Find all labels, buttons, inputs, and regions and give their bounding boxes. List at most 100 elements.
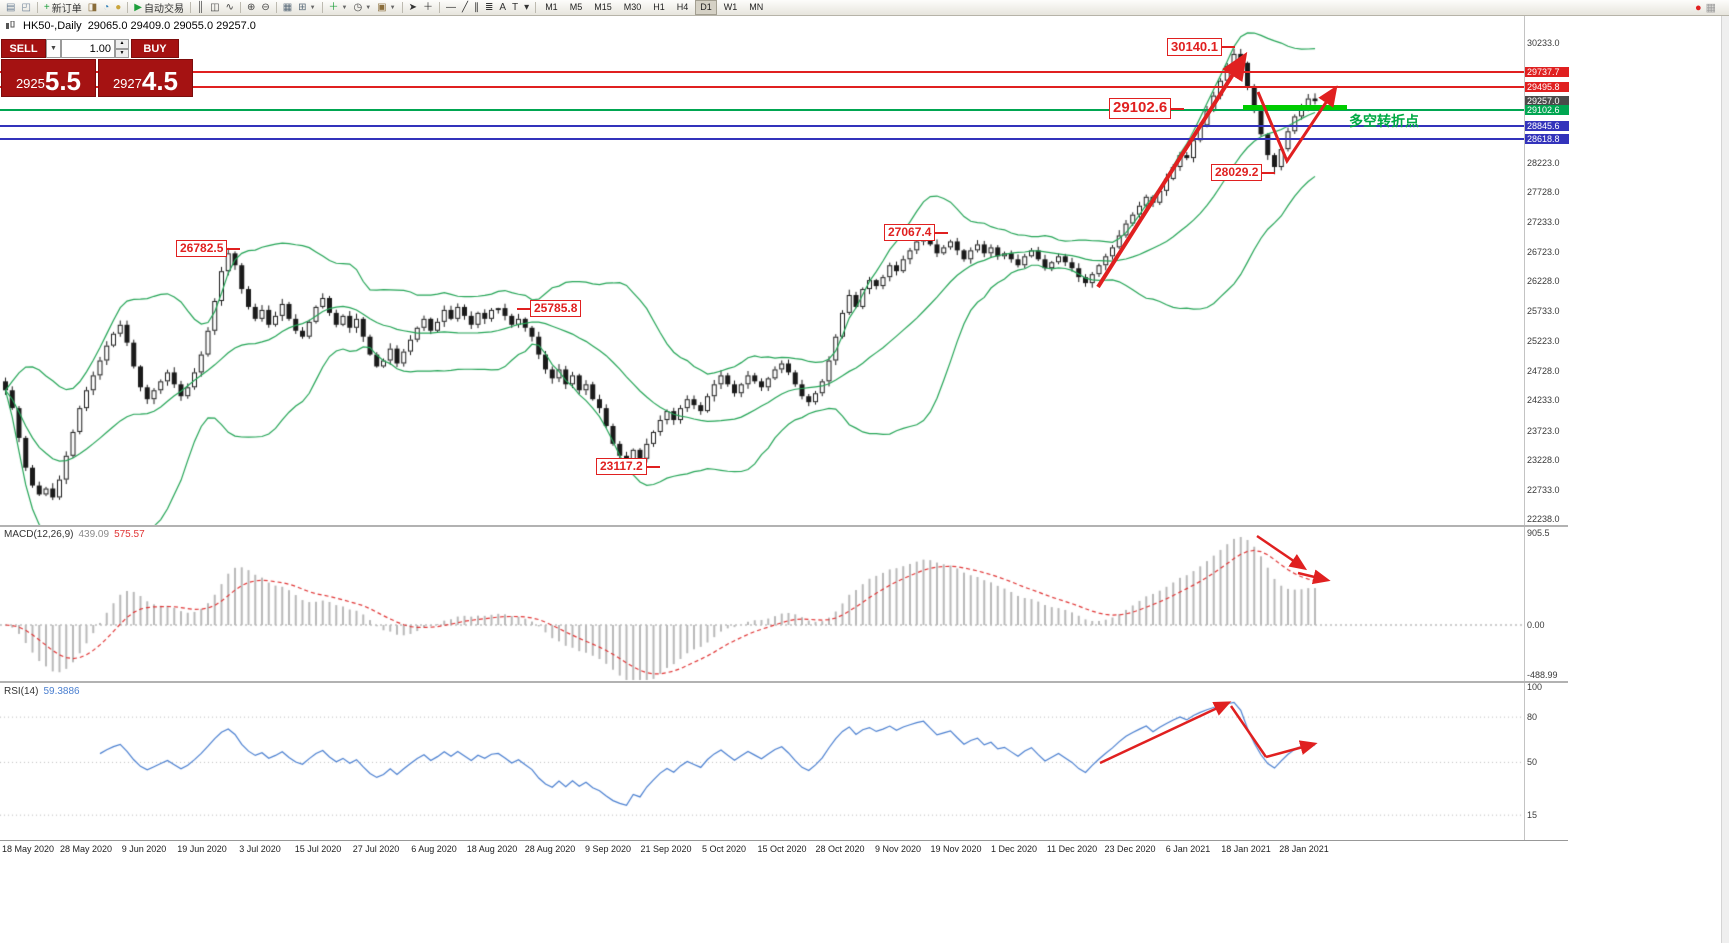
horizontal-line-28618.8[interactable] <box>0 138 1568 141</box>
accounts-icon[interactable]: ● <box>112 1 124 15</box>
time-axis-label: 28 Aug 2020 <box>524 844 576 854</box>
objects-dropdown-icon[interactable]: ▾ <box>521 1 532 15</box>
price-annotation[interactable]: 28029.2 <box>1211 164 1263 181</box>
bar-chart-icon: ║ <box>197 2 205 13</box>
new-order-button: + <box>43 2 50 13</box>
timeframe-m15[interactable]: M15 <box>594 2 612 12</box>
time-axis-label: 11 Dec 2020 <box>1046 844 1098 854</box>
chart-window-icon[interactable]: ▤ <box>3 1 18 15</box>
horizontal-line-29495.8[interactable] <box>0 85 1568 88</box>
chart-shot-icon[interactable]: ◨ <box>85 1 100 15</box>
price-annotation[interactable]: 25785.8 <box>530 300 582 317</box>
support-highlight-segment[interactable] <box>1243 105 1347 110</box>
zoom-in-icon[interactable]: ⊕ <box>244 1 258 15</box>
annotation-pointer <box>1262 171 1275 174</box>
time-axis-label: 27 Jul 2020 <box>352 844 400 854</box>
indicators-icon[interactable]: ＋ ▼ <box>326 1 351 15</box>
timeframe-w1[interactable]: W1 <box>723 2 738 12</box>
timeframe-m1[interactable]: M1 <box>545 2 558 12</box>
trendline-icon: ╱ <box>461 2 468 13</box>
annotation-pointer <box>935 231 948 234</box>
candlestick-chart-icon[interactable]: ◫ <box>207 1 222 15</box>
timeframe-h4[interactable]: H4 <box>676 2 689 12</box>
toolbar-separator <box>438 2 440 13</box>
timeframe-h1[interactable]: H1 <box>653 2 665 12</box>
tile-windows-icon[interactable]: ▦ <box>280 1 295 15</box>
text-icon[interactable]: A <box>496 1 509 15</box>
fibonacci-icon[interactable]: ≣ <box>482 1 496 15</box>
notification-icon[interactable]: ● <box>1694 1 1702 14</box>
sell-price-box[interactable]: 2925 5.5 <box>1 59 96 97</box>
price-axis-label: 23228.0 <box>1527 455 1560 466</box>
text-label-icon[interactable]: T <box>509 1 521 15</box>
time-axis-label: 18 Aug 2020 <box>466 844 518 854</box>
time-axis-label: 18 May 2020 <box>1 844 55 854</box>
crosshair-icon[interactable]: ＋ <box>420 1 436 15</box>
autotrading-button[interactable]: ▶ 自动交易 <box>131 1 187 15</box>
toolbar-separator <box>36 2 38 13</box>
horizontal-line-28845.6[interactable] <box>0 124 1568 127</box>
cursor-icon[interactable]: ➤ <box>406 1 420 15</box>
auto-arrange-icon-dropdown: ▼ <box>309 4 316 11</box>
price-axis-label: 22238.0 <box>1527 514 1560 524</box>
buy-button[interactable]: BUY <box>131 39 179 58</box>
rsi-name: RSI(14) <box>4 686 39 697</box>
timeframe-m5[interactable]: M5 <box>569 2 583 12</box>
zoom-box-icon[interactable]: ◰ <box>18 1 33 15</box>
time-axis-label: 9 Nov 2020 <box>874 844 922 854</box>
price-annotation[interactable]: 30140.1 <box>1167 38 1222 57</box>
price-axis-label: 29257.0 <box>1525 96 1569 107</box>
horizontal-line-29737.7[interactable] <box>0 71 1568 74</box>
macd-histogram-value: 439.09 <box>78 529 110 540</box>
auto-arrange-icon[interactable]: ⊞ ▼ <box>295 1 318 15</box>
buy-price-box[interactable]: 2927 4.5 <box>98 59 193 97</box>
templates-icon-dropdown: ▼ <box>389 4 396 11</box>
price-axis-label: 24728.0 <box>1527 365 1560 376</box>
chart-shot-icon: ◨ <box>87 2 98 13</box>
timeframe-m30[interactable]: M30 <box>623 2 642 12</box>
horizontal-line-icon[interactable]: — <box>443 1 459 15</box>
turning-point-label: 多空转折点 <box>1349 113 1419 129</box>
price-annotation[interactable]: 27067.4 <box>884 224 936 241</box>
new-order-button[interactable]: + 新订单 <box>41 1 85 15</box>
lot-increase-button[interactable]: ▲ <box>115 39 129 49</box>
price-annotation[interactable]: 29102.6 <box>1109 98 1172 119</box>
crosshair-icon: ＋ <box>422 2 433 13</box>
text-label-icon: T <box>512 2 519 13</box>
macd-pane-splitter[interactable] <box>0 525 1568 527</box>
horizontal-line-29102.6[interactable] <box>0 109 1568 112</box>
templates-icon[interactable]: ▣ ▼ <box>374 1 398 15</box>
time-axis-label: 19 Jun 2020 <box>177 844 227 854</box>
macd-name: MACD(12,26,9) <box>4 529 74 540</box>
zoom-out-icon[interactable]: ⊖ <box>258 1 272 15</box>
zoom-out-icon: ⊖ <box>261 2 270 13</box>
trendline-icon[interactable]: ╱ <box>459 1 471 15</box>
autotrading-button-label: 自动交易 <box>144 4 184 15</box>
time-axis-label: 3 Jul 2020 <box>239 844 281 854</box>
lot-size-input[interactable] <box>61 39 115 58</box>
price-annotation[interactable]: 23117.2 <box>596 458 647 475</box>
line-chart-icon[interactable]: ∿ <box>223 1 237 15</box>
bar-chart-icon[interactable]: ║ <box>194 1 207 15</box>
equidistant-channel-icon: ∥ <box>473 2 479 13</box>
price-axis-label: 30233.0 <box>1527 38 1560 48</box>
lot-spinner: ▲ ▼ <box>115 39 129 58</box>
rsi-pane-splitter[interactable] <box>0 681 1568 683</box>
sell-button[interactable]: SELL <box>1 39 46 58</box>
lot-decrease-button[interactable]: ▼ <box>115 48 129 58</box>
time-axis-label: 18 Jan 2021 <box>1221 844 1271 854</box>
periods-icon[interactable]: ◷ ▼ <box>350 1 374 15</box>
toolbar-separator <box>321 2 323 13</box>
vertical-scrollbar[interactable] <box>1721 0 1729 943</box>
candlestick-chart-icon: ◫ <box>210 2 220 13</box>
timeframe-mn[interactable]: MN <box>749 2 764 12</box>
text-icon: A <box>499 2 507 13</box>
annotation-pointer <box>1171 107 1184 110</box>
order-type-dropdown[interactable]: ▼ <box>46 39 61 58</box>
price-annotation[interactable]: 26782.5 <box>176 240 228 257</box>
history-center-icon[interactable]: ◔ <box>100 1 112 15</box>
timeframe-d1[interactable]: D1 <box>695 0 717 15</box>
equidistant-channel-icon[interactable]: ∥ <box>471 1 482 15</box>
overflow-icon[interactable]: ▦ <box>1705 2 1716 14</box>
